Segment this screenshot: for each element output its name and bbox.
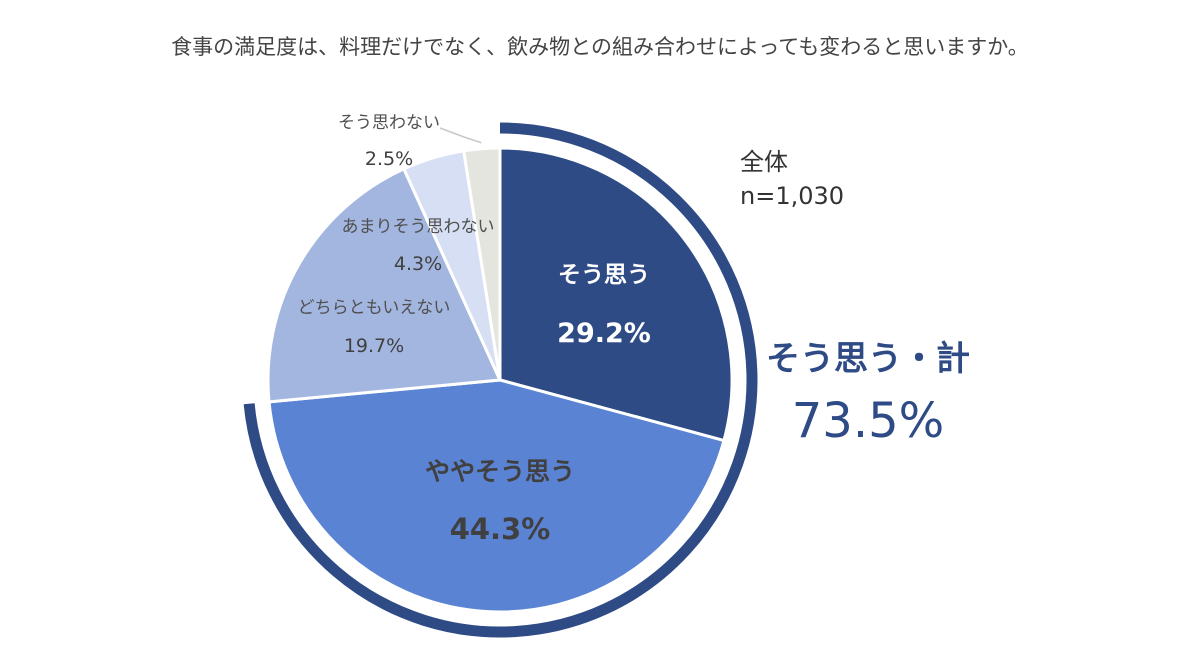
pie-slices xyxy=(266,146,734,614)
sum-value: 73.5% xyxy=(792,393,944,449)
slice-value-dochira-tomo: 19.7% xyxy=(344,335,404,357)
slice-value-so-omou: 29.2% xyxy=(557,318,651,349)
chart-title: 食事の満足度は、料理だけでなく、飲み物との組み合わせによっても変わると思いますか… xyxy=(171,35,1029,59)
slice-label-so-omou: そう思う xyxy=(558,262,650,288)
slice-label-yaya-so-omou: ややそう思う xyxy=(425,457,575,486)
slice-value-yaya-so-omou: 44.3% xyxy=(450,512,551,546)
slice-label-amari: あまりそう思わない xyxy=(342,217,495,237)
leader-line-so-omowanai xyxy=(439,127,482,144)
slice-value-amari: 4.3% xyxy=(394,253,442,275)
slice-dochira-tomo xyxy=(266,167,502,404)
slice-label-so-omowanai: そう思わない xyxy=(338,113,440,133)
sample-size: n=1,030 xyxy=(740,182,844,210)
slice-so-omou xyxy=(498,146,734,443)
slice-so-omowanai xyxy=(462,146,502,382)
slice-yaya-so-omou xyxy=(267,378,726,614)
sum-label: そう思う・計 xyxy=(766,339,970,379)
sum-arc xyxy=(243,122,758,638)
total-label: 全体 xyxy=(740,148,788,176)
slice-value-so-omowanai: 2.5% xyxy=(365,148,413,170)
slice-label-dochira-tomo: どちらともいえない xyxy=(298,298,451,318)
